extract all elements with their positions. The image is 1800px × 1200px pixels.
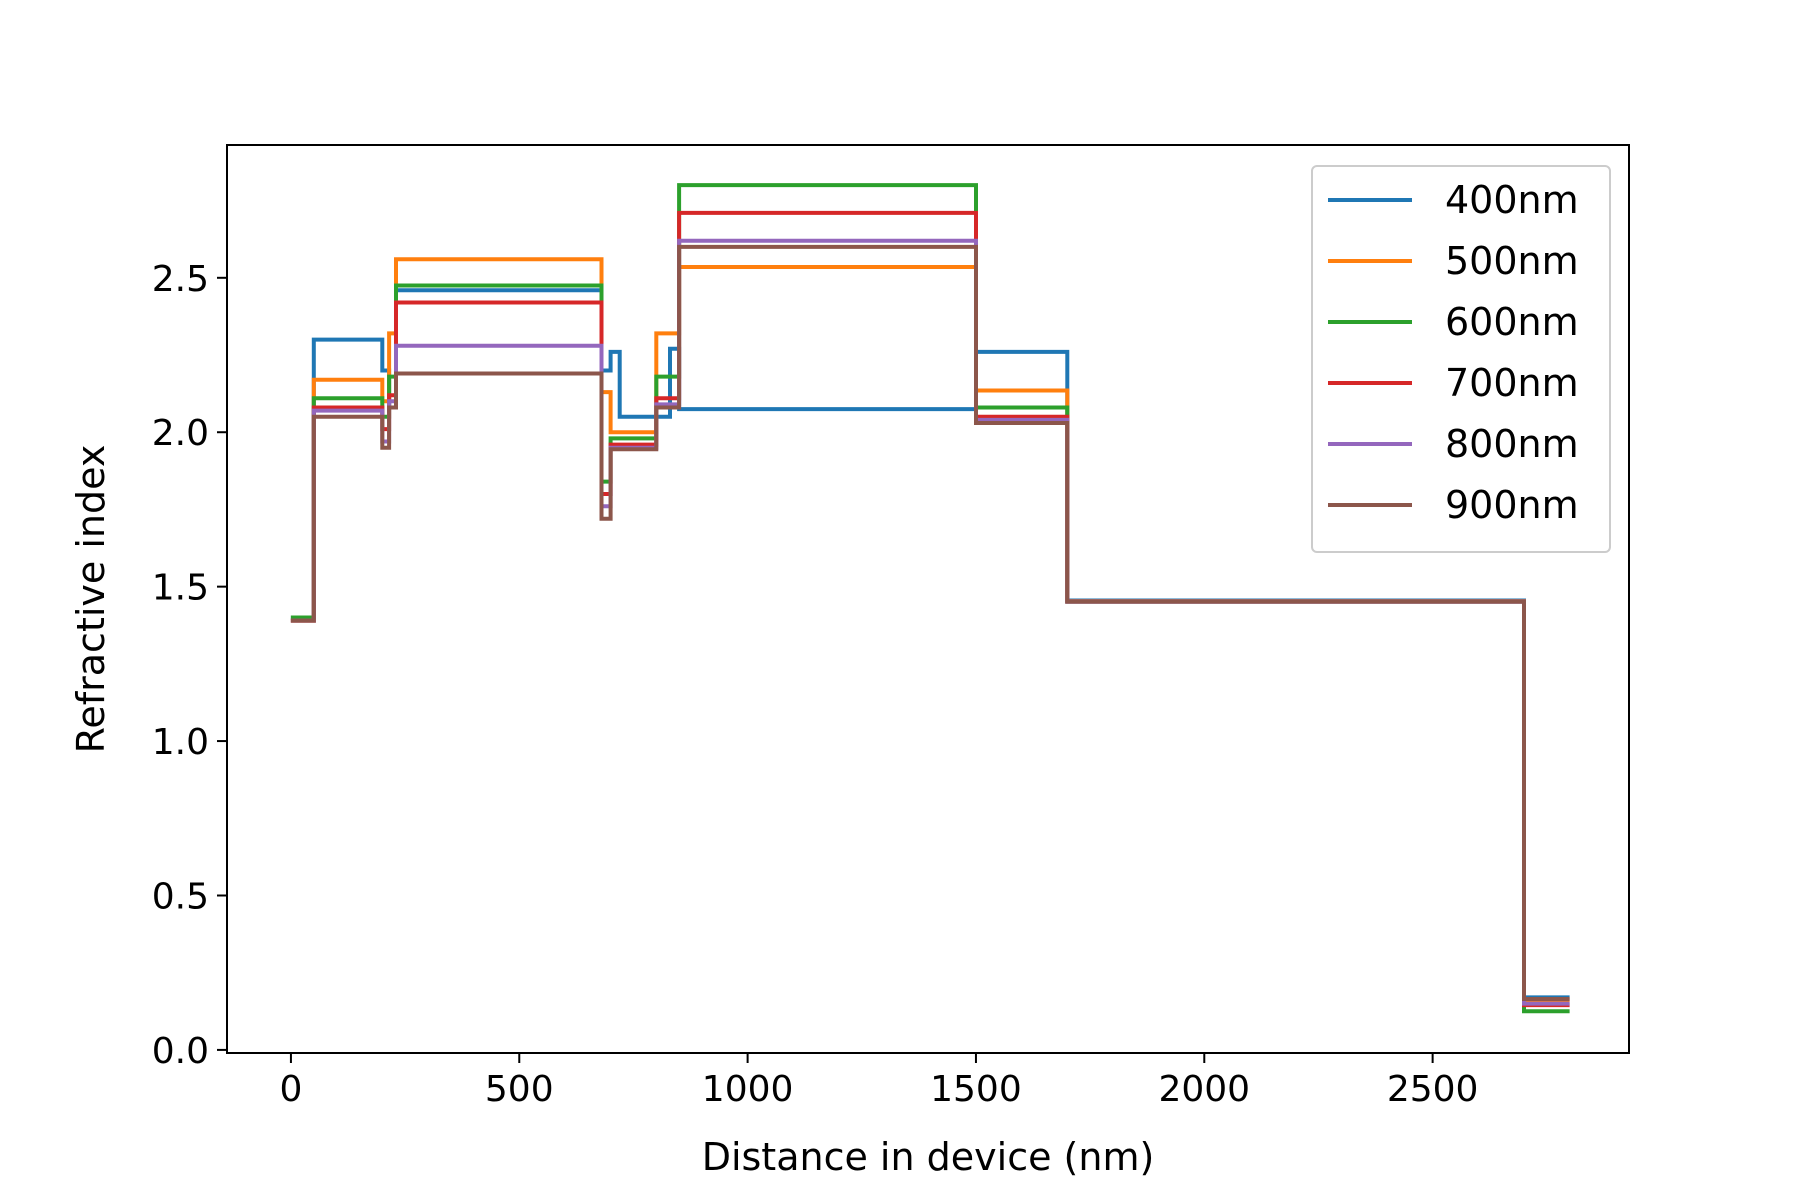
series-line-400nm: [290, 288, 1570, 1000]
y-tick-label: 1.5: [152, 568, 209, 609]
plot-frame: [226, 144, 1630, 1054]
x-tick-label: 2500: [1387, 1069, 1479, 1110]
series-line-900nm: [290, 244, 1570, 1001]
x-tick-label: 0: [279, 1069, 302, 1110]
y-tick-label: 0.0: [152, 1031, 209, 1072]
legend: 400nm 500nm 600nm 700nm 800nm 900nm: [1311, 165, 1611, 553]
y-tick-label: 2.5: [152, 259, 209, 300]
y-tick-label: 2.0: [152, 413, 209, 454]
legend-label-600nm: 600nm: [1445, 300, 1579, 344]
x-axis: 0 500 1000 1500 2000 2500: [279, 1053, 1478, 1110]
series-layer: [290, 183, 1570, 1014]
x-tick-label: 2000: [1158, 1069, 1250, 1110]
y-axis-label: Refractive index: [69, 445, 113, 754]
legend-label-500nm: 500nm: [1445, 239, 1579, 283]
x-tick-label: 1500: [930, 1069, 1022, 1110]
y-tick-label: 1.0: [152, 722, 209, 763]
legend-label-900nm: 900nm: [1445, 483, 1579, 527]
x-axis-label: Distance in device (nm): [702, 1135, 1155, 1179]
legend-label-400nm: 400nm: [1445, 178, 1579, 222]
legend-label-800nm: 800nm: [1445, 422, 1579, 466]
y-tick-label: 0.5: [152, 876, 209, 917]
x-tick-label: 500: [485, 1069, 554, 1110]
y-axis: 0.0 0.5 1.0 1.5 2.0 2.5: [152, 259, 227, 1072]
legend-label-700nm: 700nm: [1445, 361, 1579, 405]
x-tick-label: 1000: [702, 1069, 794, 1110]
